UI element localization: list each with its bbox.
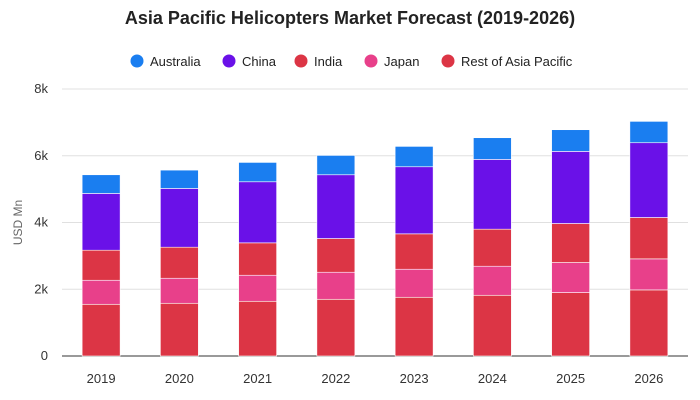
bar-segment [81,174,121,194]
bar-segment [629,121,669,144]
legend-label: Japan [384,54,419,69]
bar-segment [551,262,590,293]
y-tick-label: 8k [34,81,48,96]
x-tick-label: 2020 [165,371,194,386]
bar-segment [316,238,356,273]
bar-segment [394,166,434,235]
bar-segment [473,228,512,267]
bar-segment [316,155,356,176]
bar-segment [551,129,590,152]
legend-swatch [364,54,378,68]
bar-segment [238,242,277,276]
y-tick-label: 2k [34,281,48,296]
x-tick-label: 2023 [400,371,429,386]
y-tick-label: 0 [41,348,48,363]
bar-segment [81,249,121,281]
bar-segment [629,289,669,357]
legend-label: India [314,54,343,69]
legend-label: Rest of Asia Pacific [461,54,573,69]
bar-segment [81,193,121,251]
bar-segment [238,300,277,357]
bar-segment [473,137,512,160]
x-tick-label: 2026 [634,371,663,386]
legend-label: Australia [150,54,201,69]
legend-label: China [242,54,277,69]
bar-segment [473,159,512,230]
bar-segment [394,233,434,270]
bar-segment [316,174,356,239]
bar-segment [238,181,277,244]
bar-segment [629,142,669,218]
y-tick-label: 4k [34,215,48,230]
x-tick-label: 2025 [556,371,585,386]
y-axis-title: USD Mn [11,200,25,245]
bar-segment [551,292,590,357]
bar-segment [81,279,121,305]
bar-segment [81,303,121,357]
legend-swatch [222,54,236,68]
bar-segment [551,151,590,224]
chart-title: Asia Pacific Helicopters Market Forecast… [124,8,576,28]
bar-segment [316,271,356,300]
bar-segment [473,265,512,296]
x-tick-label: 2022 [321,371,350,386]
legend-swatch [130,54,144,68]
bar-segment [160,169,199,189]
bar-segment [394,146,434,168]
bar-segment [394,268,434,298]
bar-segment [473,294,512,357]
bar-segment [160,302,199,357]
x-tick-label: 2024 [478,371,507,386]
bar-segment [160,277,199,304]
bar-segment [629,258,669,291]
bar-segment [551,223,590,263]
bar-segment [238,274,277,302]
bar-segment [238,162,277,183]
bar-segment [394,296,434,357]
y-tick-label: 6k [34,148,48,163]
legend-swatch [441,54,455,68]
legend-swatch [294,54,308,68]
bar-segment [160,246,199,279]
bar-segment [316,298,356,357]
x-tick-label: 2021 [243,371,272,386]
bar-segment [160,188,199,248]
bar-segment [629,217,669,260]
x-tick-label: 2019 [87,371,116,386]
